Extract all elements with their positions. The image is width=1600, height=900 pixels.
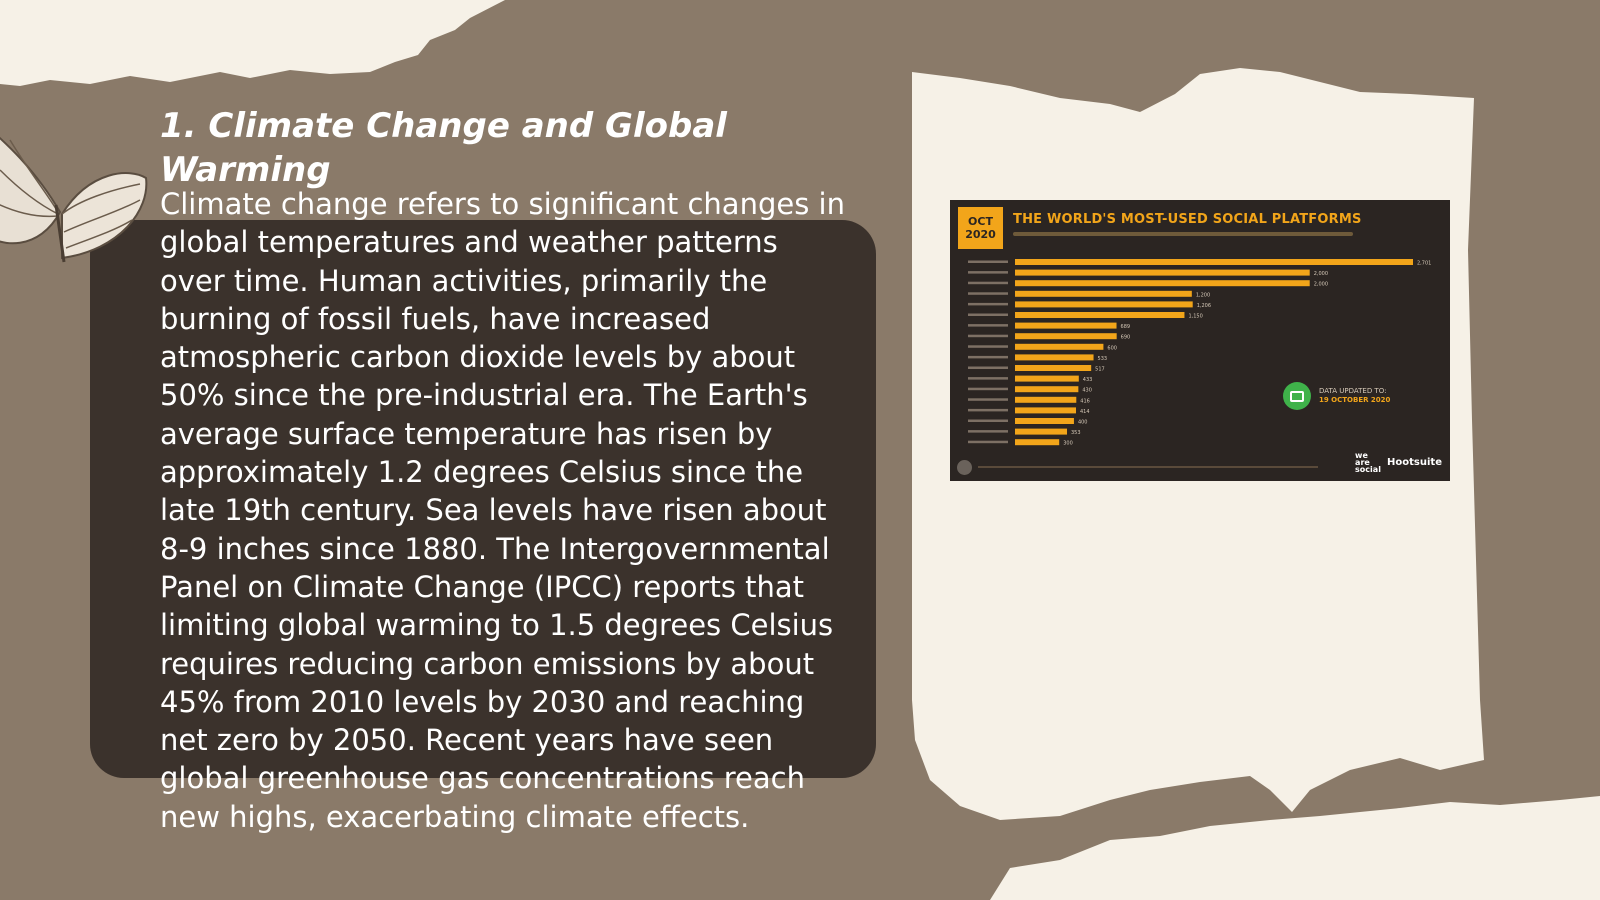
bar-label-8	[968, 345, 1008, 348]
bar-label-16	[968, 430, 1008, 433]
bar-label-17	[968, 440, 1008, 444]
bar-17	[1015, 439, 1060, 446]
bar-graphic: 2,701 2,000 2,000 1,200 1,206 1,150 689 690 600 5…	[968, 259, 1431, 447]
bar-5	[1015, 312, 1185, 318]
bar-6	[1015, 322, 1117, 329]
bar-value-12: 430	[1082, 388, 1092, 394]
bar-label-2	[968, 281, 1008, 285]
bar-label-0	[968, 260, 1008, 263]
calendar-icon	[1283, 382, 1311, 410]
bar-value-11: 433	[1083, 377, 1093, 383]
bar-11	[1015, 375, 1079, 382]
bar-12	[1015, 386, 1079, 393]
image-subtitle-line	[1013, 232, 1353, 236]
updated-date: 19 OCTOBER 2020	[1319, 396, 1391, 404]
bar-9	[1015, 354, 1094, 361]
bar-label-12	[968, 387, 1008, 391]
brand-logos: we are social Hootsuite	[1355, 451, 1442, 474]
bar-label-3	[968, 292, 1008, 295]
bar-value-13: 416	[1080, 398, 1090, 404]
date-badge: OCT 2020	[958, 207, 1003, 249]
footer-dot-icon	[957, 460, 972, 475]
footer-line	[978, 466, 1318, 468]
bar-value-7: 690	[1121, 335, 1131, 341]
bar-16	[1015, 428, 1068, 435]
bar-value-6: 689	[1121, 324, 1131, 330]
bar-value-10: 517	[1095, 367, 1105, 373]
bar-label-4	[968, 302, 1008, 306]
bar-label-15	[968, 419, 1008, 422]
bar-13	[1015, 396, 1077, 403]
bar-value-4: 1,206	[1197, 303, 1211, 309]
hootsuite-logo: Hootsuite	[1387, 457, 1442, 468]
date-badge-year: 2020	[965, 228, 996, 241]
bar-label-9	[968, 355, 1008, 359]
torn-paper-top-left	[0, 0, 505, 86]
bar-label-11	[968, 377, 1008, 380]
updated-label: DATA UPDATED TO:	[1319, 387, 1387, 395]
bar-8	[1015, 343, 1104, 350]
bar-value-17: 300	[1063, 441, 1073, 447]
bar-1	[1015, 269, 1310, 276]
torn-paper-bottom-right	[990, 796, 1600, 900]
bar-value-0: 2,701	[1417, 261, 1431, 267]
data-updated-note: DATA UPDATED TO: 19 OCTOBER 2020	[1283, 382, 1390, 410]
bar-label-13	[968, 398, 1008, 401]
bar-label-7	[968, 334, 1008, 338]
bar-label-14	[968, 408, 1008, 412]
bar-value-5: 1,150	[1188, 314, 1202, 320]
date-badge-month: OCT	[968, 215, 993, 228]
bar-value-9: 533	[1098, 356, 1108, 362]
dark-text-panel	[90, 220, 876, 778]
bar-value-3: 1,200	[1196, 292, 1210, 298]
bar-value-14: 414	[1080, 409, 1090, 415]
bar-label-10	[968, 366, 1008, 369]
bar-label-6	[968, 324, 1008, 327]
bar-value-8: 600	[1107, 345, 1117, 351]
bar-15	[1015, 418, 1074, 424]
slide-title: 1. Climate Change and Global Warming	[160, 106, 727, 190]
bar-7	[1015, 333, 1117, 340]
bar-value-2: 2,000	[1314, 282, 1328, 288]
bar-label-5	[968, 313, 1008, 316]
bar-value-1: 2,000	[1314, 271, 1328, 277]
butterfly-icon	[0, 136, 148, 263]
bar-label-1	[968, 271, 1008, 274]
bar-14	[1015, 407, 1077, 414]
bar-value-16: 353	[1071, 430, 1081, 436]
bar-4	[1015, 301, 1193, 308]
bar-3	[1015, 290, 1192, 297]
we-are-social-logo: we are social	[1355, 451, 1381, 474]
bar-value-15: 400	[1078, 420, 1088, 426]
bar-10	[1015, 365, 1092, 371]
bar-0	[1015, 259, 1413, 265]
bar-2	[1015, 280, 1310, 287]
social-platforms-image: OCT 2020 THE WORLD'S MOST-USED SOCIAL PL…	[950, 200, 1450, 481]
slide-body-text: Climate change refers to significant cha…	[160, 187, 845, 834]
image-title: THE WORLD'S MOST-USED SOCIAL PLATFORMS	[1013, 212, 1362, 227]
